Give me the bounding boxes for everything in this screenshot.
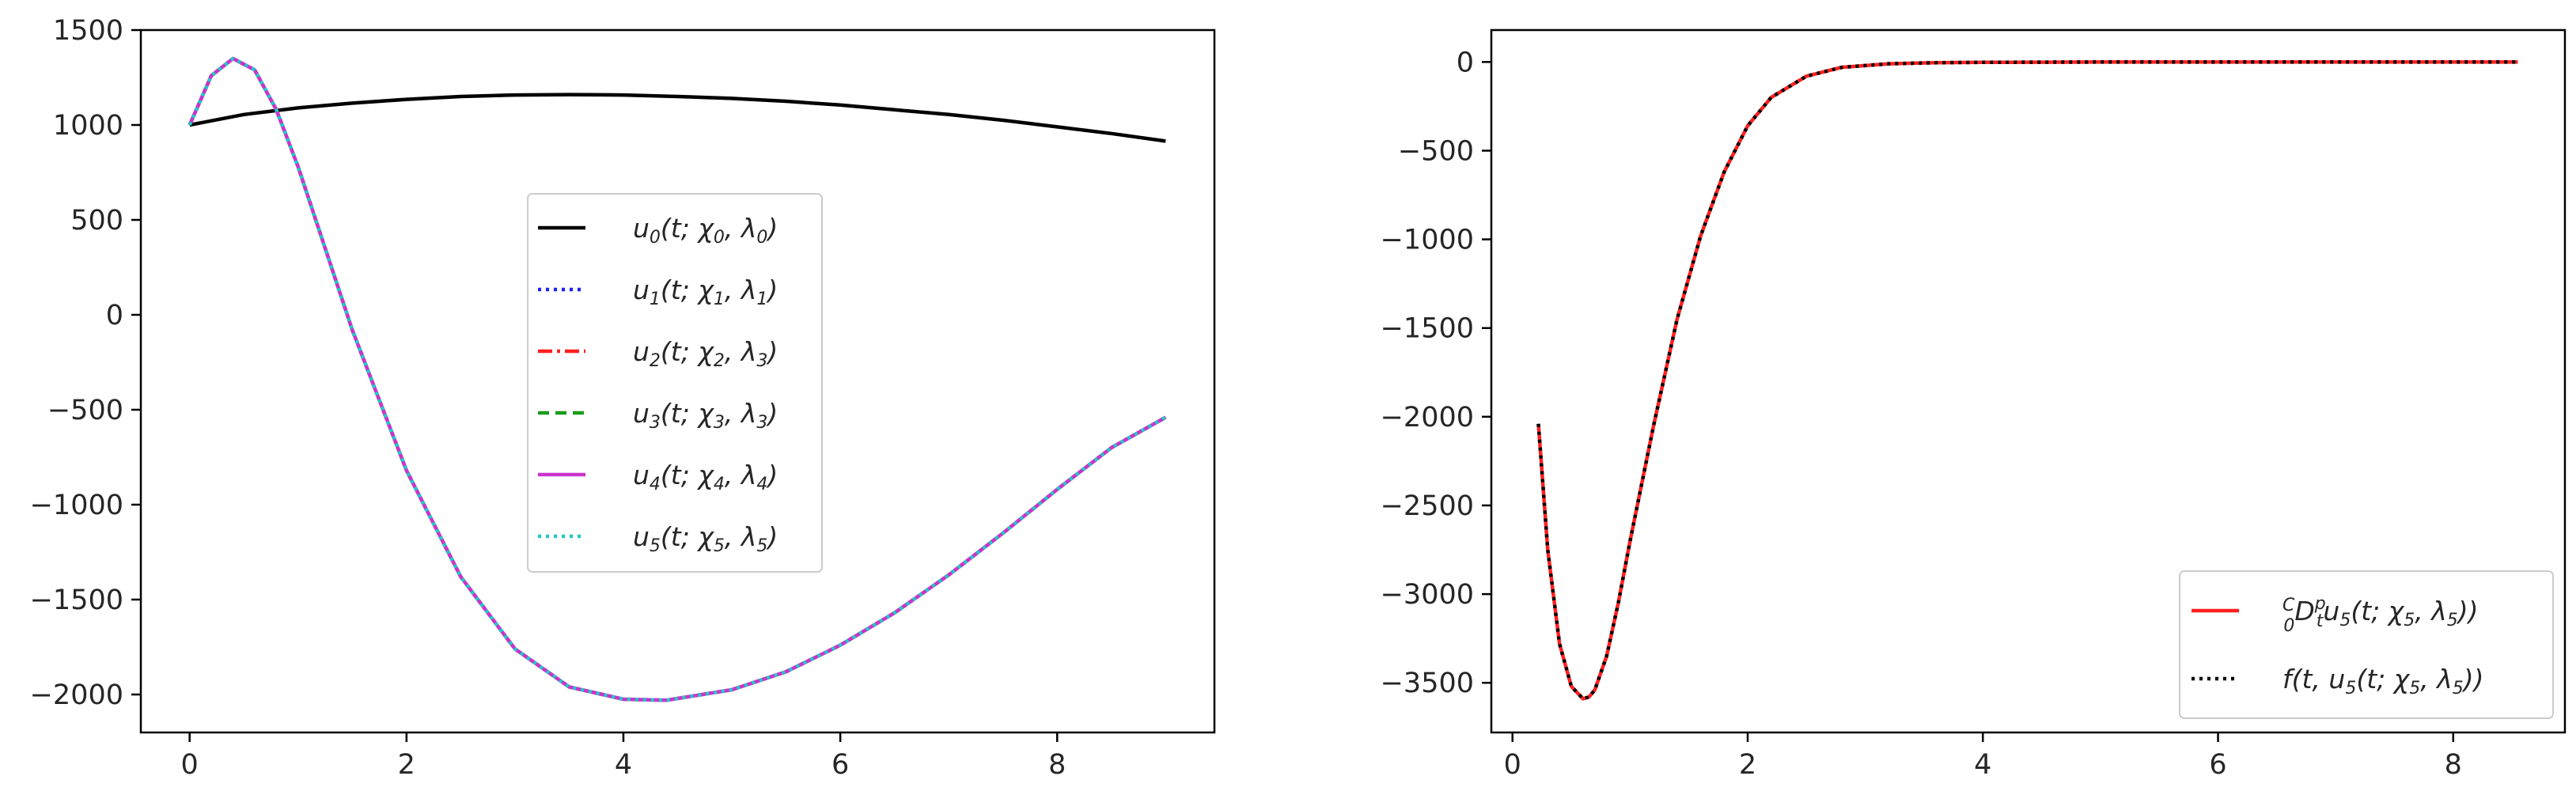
right-x-tick-label: 6 bbox=[2209, 749, 2226, 781]
left-legend-box bbox=[527, 193, 823, 573]
right-y-tick-label: −1000 bbox=[1381, 225, 1474, 256]
legend-f-label: f(t, u5(t; χ5, λ5)) bbox=[2282, 664, 2484, 698]
left-series-group bbox=[188, 56, 1167, 702]
left-series-line-5 bbox=[188, 56, 1167, 702]
left-y-tick-label: −2000 bbox=[30, 679, 123, 711]
legend-u3-label: u3(t; χ3, λ3) bbox=[633, 398, 778, 433]
right-y-tick-label: −2000 bbox=[1381, 402, 1474, 433]
left-x-tick-label: 6 bbox=[832, 749, 849, 781]
left-y-tick-label: 500 bbox=[70, 205, 123, 237]
right-chart: 0 −500 −1000 −1500 −2000 −2500 −3000 −3500 0 2 4 6… bbox=[1381, 28, 2567, 781]
legend-u0-label: u0(t; χ0, λ0) bbox=[633, 213, 778, 248]
right-x-axis: 0 2 4 6 8 bbox=[1504, 732, 2462, 781]
legend-u5-label: u5(t; χ5, λ5) bbox=[633, 521, 778, 556]
left-chart: 1500 1000 500 0 −500 −1000 −1500 −2000 0 2 4 6 8 u0… bbox=[30, 15, 1216, 781]
right-y-tick-label: −1500 bbox=[1381, 313, 1474, 345]
left-series-line-0 bbox=[189, 93, 1166, 143]
right-y-tick-label: −500 bbox=[1398, 135, 1474, 167]
right-y-axis: 0 −500 −1000 −1500 −2000 −2500 −3000 −3500 bbox=[1381, 47, 1491, 699]
left-y-tick-label: −1500 bbox=[30, 585, 123, 616]
right-x-tick-label: 8 bbox=[2445, 749, 2462, 781]
left-legend: u0(t; χ0, λ0) u1(t; χ1, λ1) u2(t; χ2, λ3… bbox=[527, 193, 823, 573]
left-y-tick-label: −1000 bbox=[30, 490, 123, 521]
right-plot-frame bbox=[1490, 28, 2567, 734]
left-x-tick-label: 8 bbox=[1048, 749, 1066, 781]
right-legend: C 0Dp tu5(t; χ5, λ5)) f(t, u5(t; χ5, λ5)) bbox=[2179, 570, 2554, 719]
right-x-tick-label: 2 bbox=[1739, 749, 1756, 781]
legend-caputo-label: C 0Dp tu5(t; χ5, λ5)) bbox=[2282, 594, 2479, 636]
left-x-tick-label: 4 bbox=[615, 749, 632, 781]
right-series-line-1 bbox=[1536, 60, 2518, 701]
right-series-group bbox=[1536, 60, 2518, 701]
right-legend-box bbox=[2179, 570, 2554, 719]
left-y-tick-label: 1500 bbox=[53, 15, 123, 47]
left-y-tick-label: 0 bbox=[106, 300, 123, 331]
right-y-tick-label: −3500 bbox=[1381, 668, 1474, 699]
legend-u4-label: u4(t; χ4, λ4) bbox=[633, 460, 778, 494]
left-plot-frame bbox=[139, 28, 1216, 734]
left-y-tick-label: −500 bbox=[47, 395, 123, 426]
left-x-tick-label: 2 bbox=[398, 749, 415, 781]
left-x-axis: 0 2 4 6 8 bbox=[181, 732, 1066, 781]
right-x-tick-label: 4 bbox=[1974, 749, 1991, 781]
left-x-tick-label: 0 bbox=[181, 749, 199, 781]
left-y-axis: 1500 1000 500 0 −500 −1000 −1500 −2000 bbox=[30, 15, 141, 711]
right-y-tick-label: −3000 bbox=[1381, 579, 1474, 611]
left-y-tick-label: 1000 bbox=[53, 110, 123, 142]
right-y-tick-label: −2500 bbox=[1381, 490, 1474, 522]
right-x-tick-label: 0 bbox=[1504, 749, 1521, 781]
right-y-tick-label: 0 bbox=[1457, 47, 1474, 78]
